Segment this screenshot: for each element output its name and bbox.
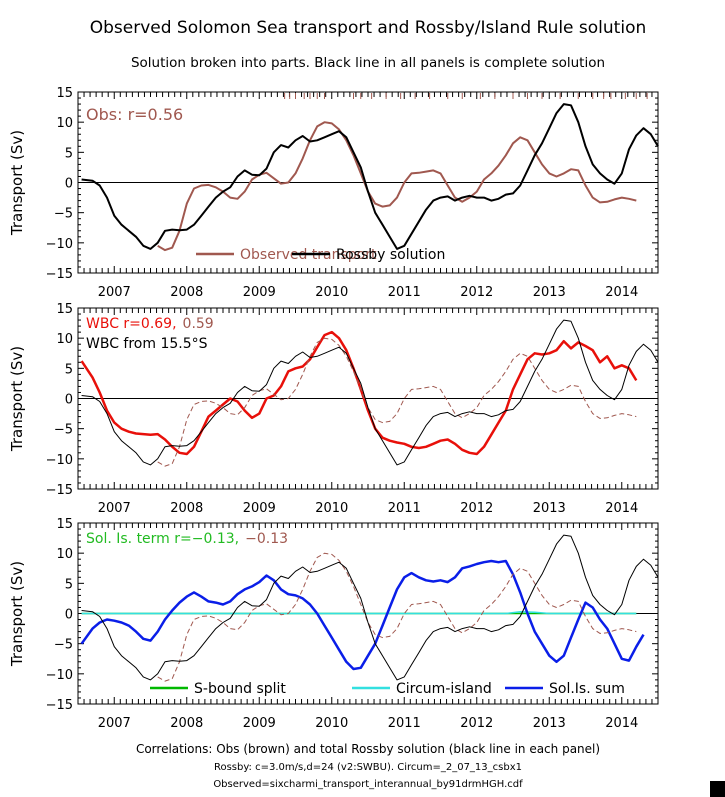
chart-2-ytick-label-4: 5 (65, 577, 73, 592)
chart-1-year-label-7: 2014 (605, 501, 638, 516)
figure-subtitle: Solution broken into parts. Black line i… (131, 55, 605, 71)
chart-0-legend-label-1: Rossby solution (336, 247, 445, 263)
chart-0-ytick-label-2: −5 (54, 207, 73, 222)
chart-0-ytick-label-6: 15 (56, 86, 73, 101)
chart-1-annotation-1: 0.59 (183, 316, 214, 332)
chart-0-annotation-0: Obs: r=0.56 (86, 105, 183, 124)
chart-1-ytick-label-3: 0 (65, 393, 73, 408)
chart-1-annotation-0: WBC r=0.69, (86, 316, 177, 332)
footer-observed-file: Observed=sixcharmi_transport_interannual… (213, 779, 523, 790)
chart-2-ytick-label-3: 0 (65, 608, 73, 623)
chart-1-ytick-label-0: −15 (46, 483, 73, 498)
chart-1-year-label-4: 2011 (388, 501, 421, 516)
chart-1-ytick-label-4: 5 (65, 362, 73, 377)
chart-2-ytick-label-6: 15 (56, 517, 73, 532)
chart-2-ytick-label-5: 10 (56, 547, 73, 562)
chart-0-year-label-6: 2013 (533, 285, 566, 300)
chart-2-series-circum-island (81, 610, 637, 615)
chart-0-year-label-7: 2014 (605, 285, 638, 300)
chart-2-year-label-1: 2008 (170, 716, 203, 731)
chart-0-year-label-0: 2007 (98, 285, 131, 300)
chart-0-ylabel: Transport (Sv) (8, 130, 26, 236)
footer-rossby-params: Rossby: c=3.0m/s,d=24 (v2:SWBU). Circum=… (214, 762, 522, 773)
chart-2-year-label-5: 2012 (460, 716, 493, 731)
chart-1-year-label-0: 2007 (98, 501, 131, 516)
chart-2-series-rossby-solution (81, 534, 659, 681)
chart-2-annotation-1: −0.13 (245, 531, 288, 547)
chart-2-series-observed-transport (157, 552, 637, 682)
chart-0-ytick-label-4: 5 (65, 146, 73, 161)
chart-1-ytick-label-1: −10 (46, 453, 73, 468)
chart-0-year-label-1: 2008 (170, 285, 203, 300)
chart-1-series-observed-transport (157, 337, 637, 467)
chart-0-ytick-label-0: −15 (46, 267, 73, 282)
chart-1-year-label-5: 2012 (460, 501, 493, 516)
chart-0-year-label-4: 2011 (388, 285, 421, 300)
chart-2-year-label-6: 2013 (533, 716, 566, 731)
footer-correlations-note: Correlations: Obs (brown) and total Ross… (136, 742, 600, 756)
chart-2-series-sol-is-sum (80, 559, 645, 671)
chart-1-year-label-2: 2009 (243, 501, 276, 516)
chart-2-ytick-label-0: −15 (46, 698, 73, 713)
chart-0-series-observed-transport (157, 121, 637, 252)
chart-0-ytick-label-1: −10 (46, 237, 73, 252)
chart-2-legend-label-2: Sol.Is. sum (549, 681, 625, 697)
chart-2-year-label-4: 2011 (388, 716, 421, 731)
chart-2-year-label-2: 2009 (243, 716, 276, 731)
chart-1-annotation-2: WBC from 15.5°S (86, 336, 208, 352)
chart-2-legend-label-0: S-bound split (194, 681, 286, 697)
panel-wbc: −15 −10 −5 0 5 10 15 Transport (Sv) 2007 2008 2009… (8, 302, 659, 516)
chart-1-ylabel: Transport (Sv) (8, 346, 26, 452)
chart-1-year-label-6: 2013 (533, 501, 566, 516)
chart-0-ytick-label-3: 0 (65, 177, 73, 192)
figure-title: Observed Solomon Sea transport and Rossb… (90, 18, 647, 38)
panel-observed-vs-rossby: −15 −10 −5 0 5 10 15 Transport (Sv) 2007 2008 2009… (8, 86, 659, 300)
chart-2-ytick-label-2: −5 (54, 638, 73, 653)
chart-1-ytick-label-2: −5 (54, 423, 73, 438)
chart-2-year-label-3: 2010 (315, 716, 348, 731)
chart-2-year-label-7: 2014 (605, 716, 638, 731)
corner-block (710, 781, 725, 797)
chart-0-year-label-5: 2012 (460, 285, 493, 300)
chart-1-ytick-label-6: 15 (56, 302, 73, 317)
chart-2-ytick-label-1: −10 (46, 668, 73, 683)
chart-2-year-label-0: 2007 (98, 716, 131, 731)
chart-1-year-label-3: 2010 (315, 501, 348, 516)
chart-2-ylabel: Transport (Sv) (8, 561, 26, 667)
chart-2-annotation-0: Sol. Is. term r=−0.13, (86, 531, 239, 547)
chart-0-year-label-2: 2009 (243, 285, 276, 300)
chart-2-legend-label-1: Circum-island (396, 681, 492, 697)
chart-0-ytick-label-5: 10 (56, 116, 73, 131)
panel-solomon-island-term: −15 −10 −5 0 5 10 15 Transport (Sv) 2007 2008 2009… (8, 517, 659, 731)
chart-0-year-label-3: 2010 (315, 285, 348, 300)
chart-1-series-rossby-solution (81, 319, 659, 466)
chart-0-series-rossby-solution (81, 103, 659, 250)
chart-1-year-label-1: 2008 (170, 501, 203, 516)
chart-1-ytick-label-5: 10 (56, 332, 73, 347)
